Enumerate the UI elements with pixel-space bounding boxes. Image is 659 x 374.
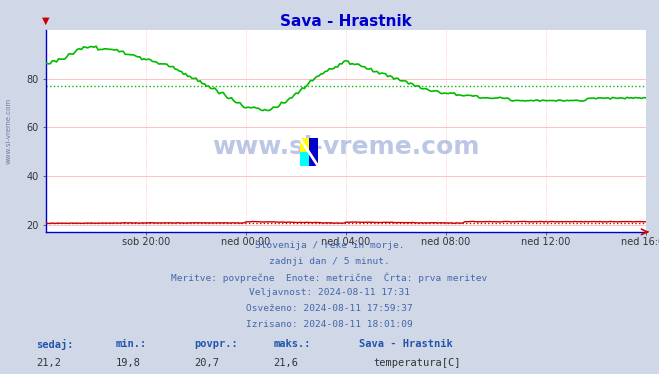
Bar (300, 138, 309, 153)
Title: Sava - Hrastnik: Sava - Hrastnik (280, 14, 412, 29)
Text: sedaj:: sedaj: (36, 339, 74, 350)
Text: Veljavnost: 2024-08-11 17:31: Veljavnost: 2024-08-11 17:31 (249, 288, 410, 297)
Text: min.:: min.: (115, 339, 146, 349)
Text: temperatura[C]: temperatura[C] (373, 358, 461, 368)
Text: 21,6: 21,6 (273, 358, 299, 368)
Text: 19,8: 19,8 (115, 358, 140, 368)
Bar (300, 153, 309, 166)
Text: maks.:: maks.: (273, 339, 311, 349)
Text: ▼: ▼ (42, 16, 50, 26)
Text: Sava - Hrastnik: Sava - Hrastnik (359, 339, 453, 349)
Text: www.si-vreme.com: www.si-vreme.com (5, 98, 12, 164)
Text: 20,7: 20,7 (194, 358, 219, 368)
Text: Meritve: povprečne  Enote: metrične  Črta: prva meritev: Meritve: povprečne Enote: metrične Črta:… (171, 273, 488, 283)
Text: povpr.:: povpr.: (194, 339, 238, 349)
Bar (309, 138, 318, 166)
Text: 21,2: 21,2 (36, 358, 61, 368)
Text: Izrisano: 2024-08-11 18:01:09: Izrisano: 2024-08-11 18:01:09 (246, 320, 413, 329)
Text: zadnji dan / 5 minut.: zadnji dan / 5 minut. (269, 257, 390, 266)
Text: Osveženo: 2024-08-11 17:59:37: Osveženo: 2024-08-11 17:59:37 (246, 304, 413, 313)
Text: www.si-vreme.com: www.si-vreme.com (212, 135, 480, 159)
Text: Slovenija / reke in morje.: Slovenija / reke in morje. (255, 241, 404, 250)
